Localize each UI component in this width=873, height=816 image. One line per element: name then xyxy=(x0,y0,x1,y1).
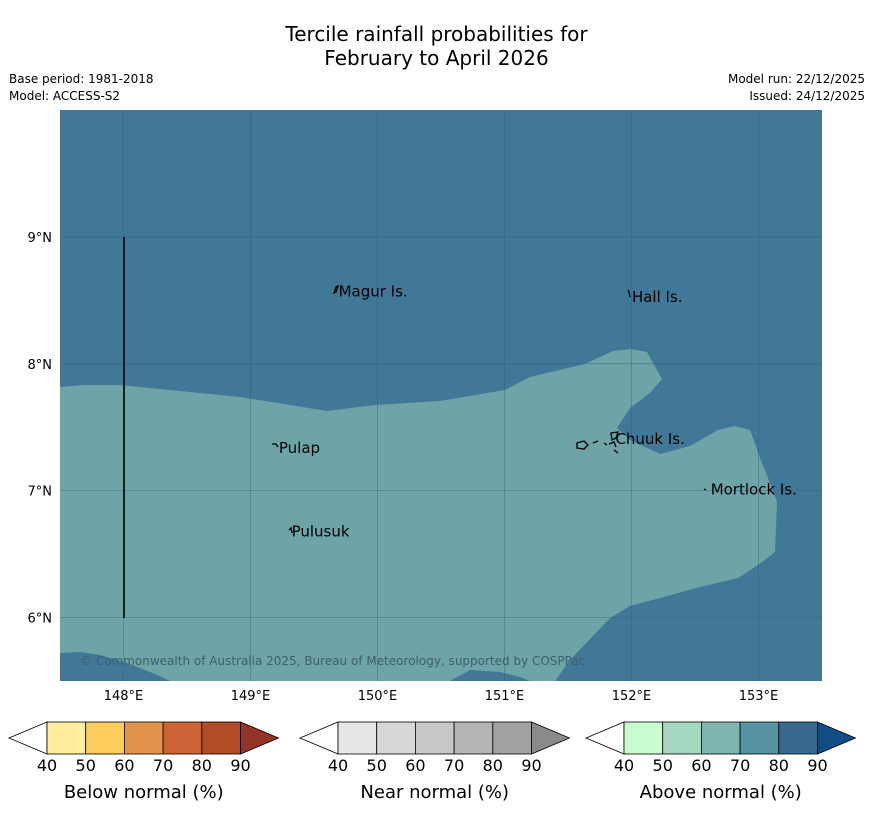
colorbar-segment xyxy=(701,721,741,755)
meta-right: Model run: 22/12/2025 Issued: 24/12/2025 xyxy=(728,71,865,105)
colorbar-near: 40 50 60 70 80 90 Near normal (%) xyxy=(298,721,571,803)
colorbar-min-triangle xyxy=(584,721,625,755)
lon-tick-label: 150°E xyxy=(358,689,398,704)
place-label: Mortlock Is. xyxy=(711,481,797,499)
colorbar-segment xyxy=(376,721,416,755)
island-outline-1 xyxy=(627,289,631,298)
island-outline-6 xyxy=(592,440,599,444)
place-label: Hall Is. xyxy=(632,288,683,306)
colorbar-title: Above normal (%) xyxy=(640,782,802,803)
colorbar-segment xyxy=(623,721,664,755)
gridlines xyxy=(60,110,822,681)
colorbar-segment xyxy=(85,721,125,755)
base-period: Base period: 1981-2018 xyxy=(9,72,154,86)
above-80-region-southwest xyxy=(60,652,170,681)
colorbar-tick-label: 70 xyxy=(730,756,750,775)
colorbar-tick-label: 90 xyxy=(807,756,827,775)
meta-left: Base period: 1981-2018 Model: ACCESS-S2 xyxy=(9,71,154,105)
model-name: Model: ACCESS-S2 xyxy=(9,89,121,103)
colorbar-segment xyxy=(162,721,203,755)
place-labels: Magur Is. Hall Is. Pulap Chuuk Is. Mortlock … xyxy=(279,283,797,541)
colorbar-segment xyxy=(778,721,818,755)
colorbar-min-triangle xyxy=(298,721,339,755)
colorbar-segment xyxy=(414,721,455,755)
colorbar-tick-label: 80 xyxy=(769,756,789,775)
island-outline-9 xyxy=(608,441,617,448)
place-label: Pulusuk xyxy=(292,523,350,541)
lat-tick-label: 9°N xyxy=(28,231,53,246)
colorbar-min-triangle xyxy=(7,721,48,755)
place-label: Magur Is. xyxy=(339,283,408,301)
colorbar-tick-label: 40 xyxy=(614,756,634,775)
colorbar-above: 40 50 60 70 80 90 Above normal (%) xyxy=(584,721,857,803)
islands xyxy=(272,284,707,534)
colorbar-segment xyxy=(46,721,87,755)
lat-tick-label: 7°N xyxy=(28,485,53,500)
colorbar-tick-label: 60 xyxy=(691,756,711,775)
colorbar-tick-label: 80 xyxy=(483,756,503,775)
lat-tick-label: 6°N xyxy=(28,612,53,627)
issued-date: Issued: 24/12/2025 xyxy=(749,89,865,103)
title-line-1: Tercile rainfall probabilities for xyxy=(285,22,588,46)
island-outline-4 xyxy=(703,488,707,491)
title-line-2: February to April 2026 xyxy=(324,46,549,70)
colorbar-title: Below normal (%) xyxy=(64,782,224,803)
island-outline-7 xyxy=(603,442,608,446)
map-area: Magur Is. Hall Is. Pulap Chuuk Is. Mortlock … xyxy=(60,110,822,681)
colorbar-tick-label: 70 xyxy=(153,756,173,775)
colorbar-tick-label: 40 xyxy=(328,756,348,775)
lat-tick-label: 8°N xyxy=(28,358,53,373)
lon-tick-label: 152°E xyxy=(612,689,652,704)
colorbar-tick-label: 90 xyxy=(521,756,541,775)
above-70-region xyxy=(60,349,777,681)
colorbar-segment xyxy=(739,721,780,755)
colorbar-segment xyxy=(201,721,241,755)
place-label: Pulap xyxy=(279,439,320,457)
colorbar-tick-label: 60 xyxy=(114,756,134,775)
colorbar-segment xyxy=(662,721,702,755)
model-run: Model run: 22/12/2025 xyxy=(727,72,865,86)
island-outline-2 xyxy=(272,443,279,448)
colorbar-tick-label: 90 xyxy=(230,756,250,775)
colorbar-tick-label: 50 xyxy=(76,756,96,775)
island-outline-8 xyxy=(610,431,619,441)
colorbars: 40 50 60 70 80 90 Below normal (%) 40 50 60 70 80 90… xyxy=(7,721,857,803)
lon-tick-label: 148°E xyxy=(104,689,144,704)
longitude-ticks: 148°E 149°E 150°E 151°E 152°E 153°E xyxy=(104,689,779,704)
lon-tick-label: 153°E xyxy=(739,689,779,704)
place-label: Chuuk Is. xyxy=(615,430,684,448)
above-80-region-south xyxy=(450,670,530,681)
chart-title: Tercile rainfall probabilities for Febru… xyxy=(0,22,873,70)
colorbar-tick-label: 60 xyxy=(405,756,425,775)
colorbar-segment xyxy=(453,721,494,755)
colorbar-max-triangle xyxy=(240,721,280,755)
colorbar-tick-label: 40 xyxy=(37,756,57,775)
lon-tick-label: 149°E xyxy=(231,689,271,704)
latitude-ticks: 9°N 8°N 7°N 6°N xyxy=(28,231,53,627)
colorbar-max-triangle xyxy=(531,721,571,755)
colorbar-tick-label: 50 xyxy=(653,756,673,775)
colorbar-tick-label: 50 xyxy=(367,756,387,775)
colorbar-title: Near normal (%) xyxy=(360,782,509,803)
island-outline-0 xyxy=(332,284,340,295)
colorbar-tick-label: 70 xyxy=(444,756,464,775)
lon-tick-label: 151°E xyxy=(485,689,525,704)
island-outline-5 xyxy=(576,440,589,450)
colorbar-tick-label: 80 xyxy=(192,756,212,775)
island-outline-3 xyxy=(288,526,293,534)
colorbar-below: 40 50 60 70 80 90 Below normal (%) xyxy=(7,721,280,803)
colorbar-segment xyxy=(337,721,378,755)
island-outline-10 xyxy=(613,449,619,454)
colorbar-max-triangle xyxy=(817,721,857,755)
copyright-text: © Commonwealth of Australia 2025, Bureau… xyxy=(80,654,585,668)
colorbar-segment xyxy=(124,721,164,755)
colorbar-segment xyxy=(492,721,532,755)
